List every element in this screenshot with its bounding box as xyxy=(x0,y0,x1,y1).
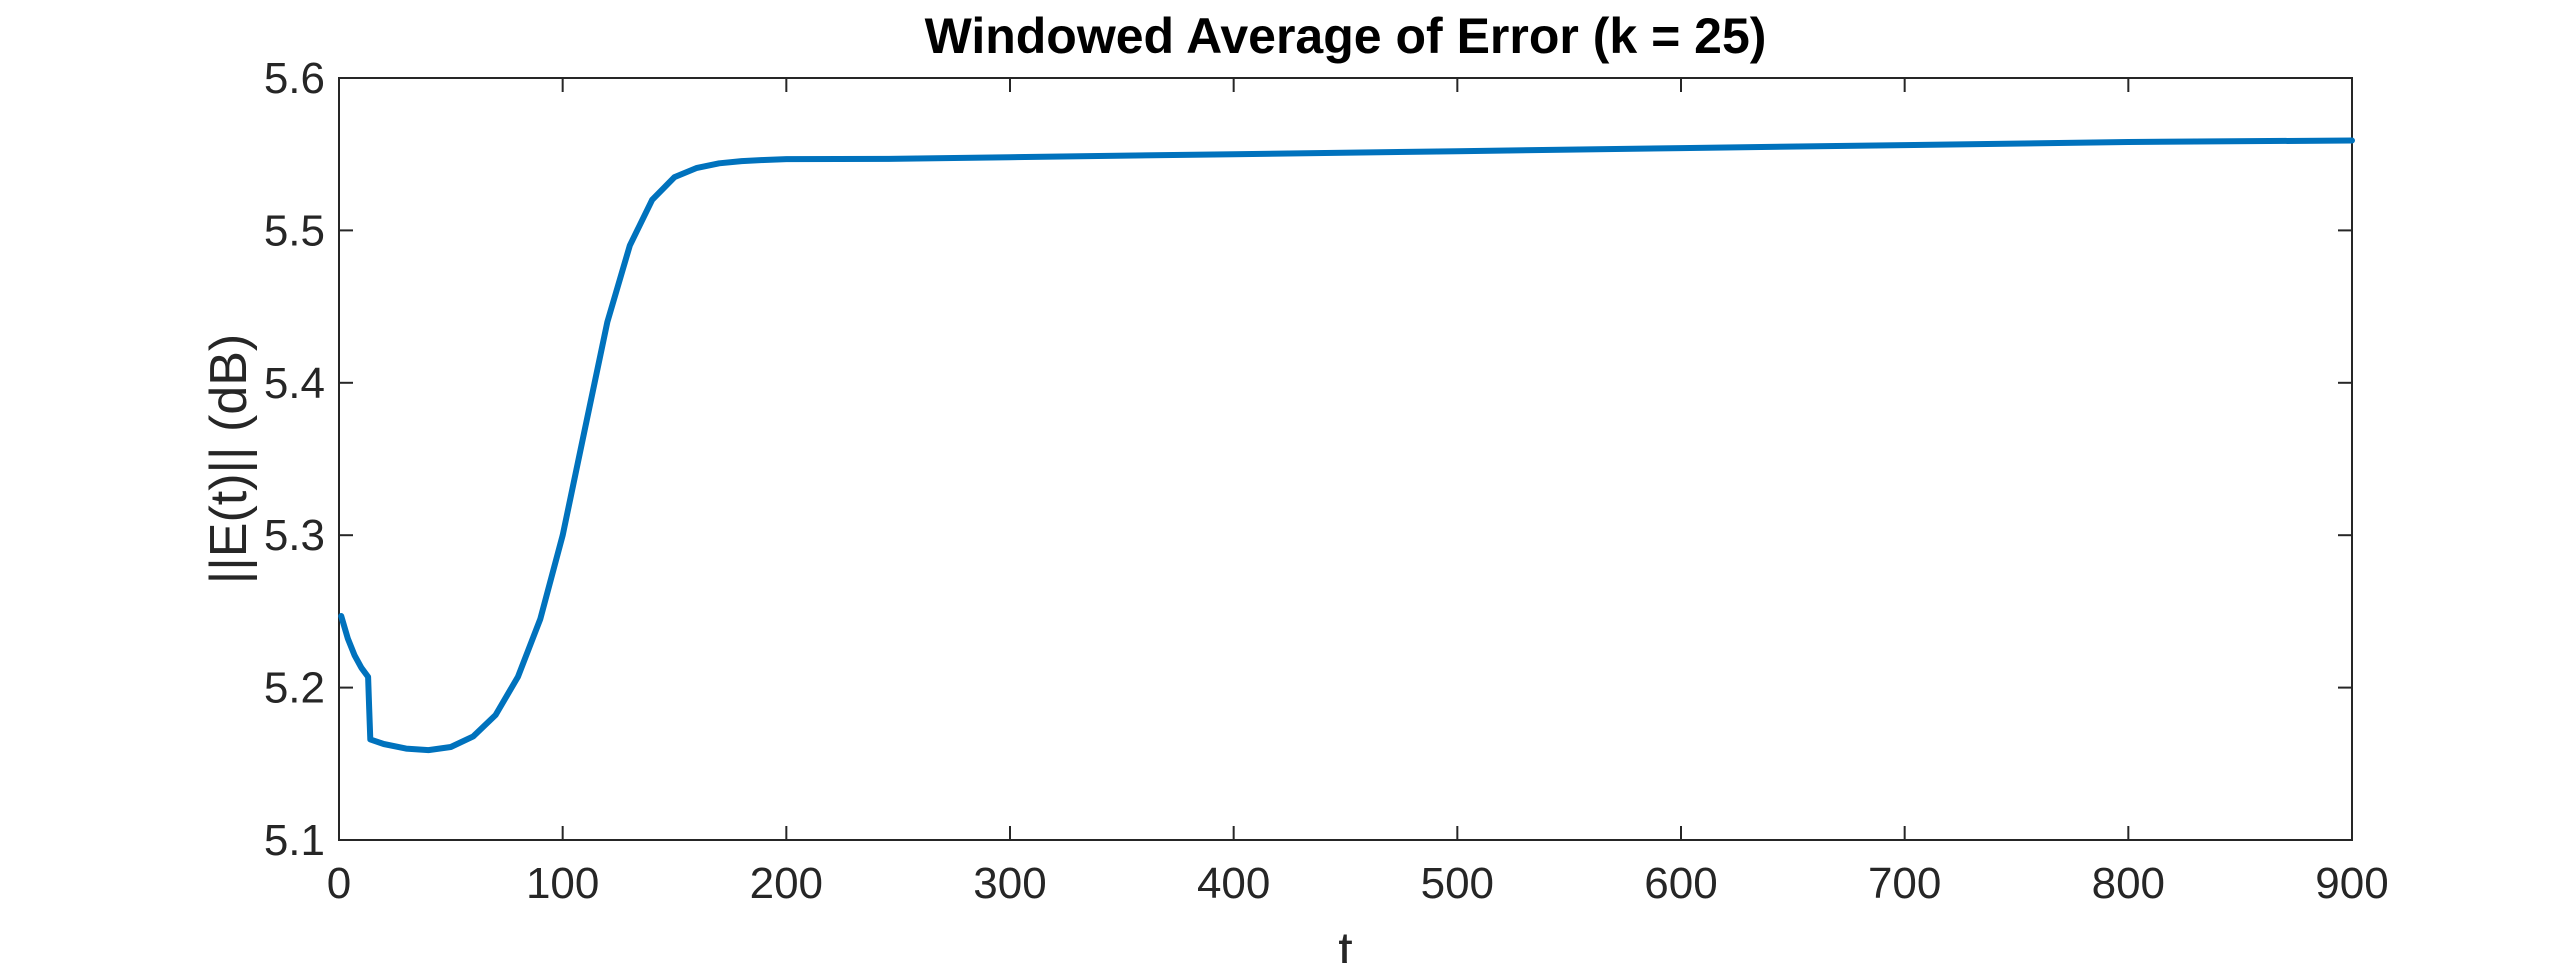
x-tick-label: 0 xyxy=(327,859,351,908)
x-axis: 0 100 200 300 400 500 600 700 800 900 xyxy=(327,78,2389,908)
y-tick-label: 5.3 xyxy=(264,511,325,560)
plot-area: 0 100 200 300 400 500 600 700 800 900 5.15.25.35.… xyxy=(264,54,2389,908)
x-tick-label: 100 xyxy=(526,859,599,908)
x-tick-label: 800 xyxy=(2092,859,2165,908)
series-line xyxy=(338,137,2355,754)
x-tick-label: 600 xyxy=(1644,859,1717,908)
x-tick-label: 900 xyxy=(2315,859,2388,908)
x-tick-label: 300 xyxy=(973,859,1046,908)
x-axis-label: t xyxy=(1338,922,1353,963)
y-axis: 5.1 5.2 5.3 5.4 5.5 5.6 xyxy=(264,54,2352,865)
chart-title: Windowed Average of Error (k = 25) xyxy=(925,8,1767,64)
y-tick-label: 5.1 xyxy=(264,816,325,865)
y-tick-label: 5.6 xyxy=(264,54,325,103)
y-tick-label: 5.4 xyxy=(264,359,325,408)
y-tick-label: 5.5 xyxy=(264,206,325,255)
x-tick-label: 500 xyxy=(1421,859,1494,908)
y-tick-label: 5.2 xyxy=(264,664,325,713)
y-axis-label: ||E(t)|| (dB) xyxy=(200,334,258,584)
axes-box xyxy=(338,77,2353,841)
x-tick-label: 700 xyxy=(1868,859,1941,908)
x-tick-label: 200 xyxy=(750,859,823,908)
x-tick-label: 400 xyxy=(1197,859,1270,908)
series-layer xyxy=(338,137,2355,754)
